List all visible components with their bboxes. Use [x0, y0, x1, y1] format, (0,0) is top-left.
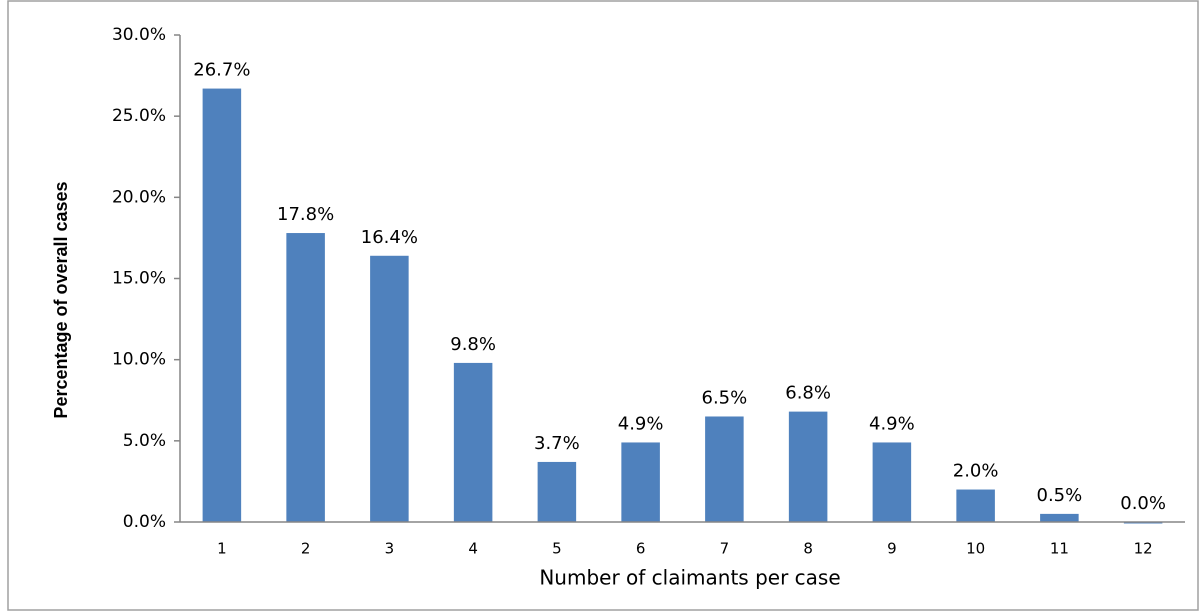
x-tick-label: 12 — [1134, 540, 1153, 558]
x-tick-label: 2 — [301, 540, 311, 558]
x-tick-label: 10 — [966, 540, 985, 558]
bar — [621, 442, 660, 522]
x-axis-title: Number of claimants per case — [539, 566, 840, 590]
y-tick-label: 30.0% — [112, 25, 166, 45]
x-tick-label: 5 — [552, 540, 562, 558]
y-tick-label: 10.0% — [112, 350, 166, 370]
value-label: 9.8% — [450, 334, 496, 355]
x-tick-label: 6 — [636, 540, 646, 558]
x-tick-label: 1 — [217, 540, 227, 558]
value-label: 6.5% — [702, 387, 748, 408]
y-tick-label: 15.0% — [112, 269, 166, 289]
y-tick-label: 25.0% — [112, 106, 166, 126]
bar — [872, 442, 912, 522]
x-tick-label: 8 — [803, 540, 813, 558]
bar — [956, 489, 995, 522]
y-tick-label: 5.0% — [123, 431, 166, 451]
y-tick-label: 20.0% — [112, 187, 166, 207]
chart-frame — [7, 0, 1199, 611]
value-label: 2.0% — [953, 461, 999, 482]
bar — [370, 255, 409, 523]
bar — [788, 411, 828, 522]
y-tick-label: 0.0% — [123, 512, 166, 532]
value-label: 16.4% — [361, 227, 418, 248]
bar — [202, 88, 242, 522]
bar — [537, 461, 577, 522]
value-label: 0.5% — [1037, 485, 1083, 506]
x-tick-label: 4 — [468, 540, 478, 558]
bar — [286, 233, 325, 522]
x-tick-label: 11 — [1050, 540, 1069, 558]
value-label: 0.0% — [1120, 493, 1166, 514]
value-label: 6.8% — [785, 383, 831, 404]
bar — [453, 362, 493, 522]
x-tick-label: 3 — [385, 540, 395, 558]
value-label: 4.9% — [869, 413, 915, 434]
bar — [705, 416, 744, 522]
y-axis-title: Percentage of overall cases — [51, 181, 71, 418]
x-tick-label: 9 — [887, 540, 897, 558]
value-label: 17.8% — [277, 204, 334, 225]
bar — [1040, 513, 1079, 522]
value-label: 4.9% — [618, 413, 664, 434]
value-label: 3.7% — [534, 433, 580, 454]
value-label: 26.7% — [193, 60, 250, 81]
x-tick-label: 7 — [720, 540, 730, 558]
